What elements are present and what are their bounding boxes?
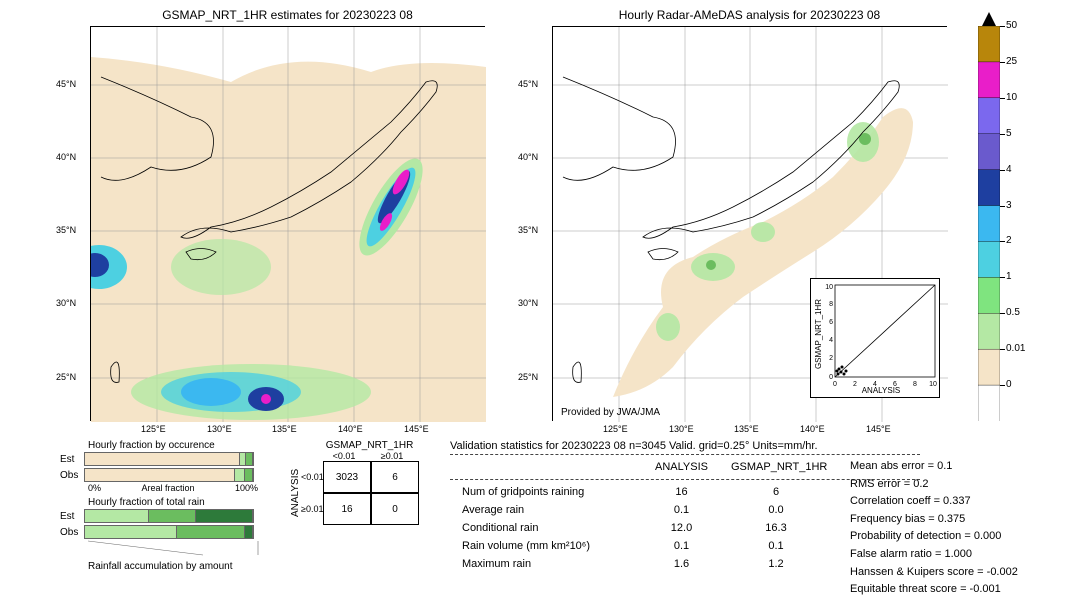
x-tick-label: 130°E [207,424,232,434]
stat-line: False alarm ratio = 1.000 [850,546,1018,564]
validation-row: Average rain0.10.0 [452,502,831,518]
occurrence-est-label: Est [60,454,84,465]
y-tick-label: 45°N [56,79,76,89]
stat-line: Frequency bias = 0.375 [850,511,1018,529]
colorbar-tick: 2 [1006,235,1012,246]
colorbar [978,26,1000,421]
colorbar-tick: 0.01 [1006,343,1025,354]
left-map-title: GSMAP_NRT_1HR estimates for 20230223 08 [90,8,485,22]
stat-line: Hanssen & Kuipers score = -0.002 [850,564,1018,582]
svg-text:6: 6 [829,319,833,326]
validation-col1: ANALYSIS [644,459,719,475]
stat-line: Probability of detection = 0.000 [850,528,1018,546]
occurrence-xlabel: Areal fraction [141,483,194,493]
colorbar-tick: 5 [1006,128,1012,139]
total-obs-label: Obs [60,527,84,538]
contingency-col-ge: ≥0.01 [368,451,416,461]
svg-text:4: 4 [873,381,877,388]
occurrence-x0: 0% [88,483,101,493]
x-tick-label: 140°E [338,424,363,434]
occurrence-x1: 100% [235,483,258,493]
left-map-svg [91,27,486,422]
cont-cell-10: 16 [323,493,371,525]
x-tick-label: 145°E [404,424,429,434]
occurrence-obs-label: Obs [60,470,84,481]
y-tick-label: 45°N [518,79,538,89]
svg-text:10: 10 [929,381,937,388]
occurrence-obs-bar [84,468,254,482]
cont-cell-00: 3023 [323,461,371,493]
colorbar-tick: 0.5 [1006,307,1020,318]
total-rain-title: Hourly fraction of total rain [88,497,270,508]
svg-text:4: 4 [829,337,833,344]
x-tick-label: 135°E [272,424,297,434]
colorbar-tick: 4 [1006,164,1012,175]
accumulation-title: Rainfall accumulation by amount [88,561,270,572]
left-map-panel [90,26,485,421]
y-tick-label: 40°N [56,152,76,162]
y-tick-label: 40°N [518,152,538,162]
svg-text:6: 6 [893,381,897,388]
stat-line: RMS error = 0.2 [850,476,1018,494]
y-tick-label: 25°N [56,372,76,382]
contingency-col-lt: <0.01 [320,451,368,461]
occurrence-est-bar [84,452,254,466]
svg-text:0: 0 [833,381,837,388]
stat-line: Equitable threat score = -0.001 [850,581,1018,599]
colorbar-tick: 10 [1006,92,1017,103]
svg-text:GSMAP_NRT_1HR: GSMAP_NRT_1HR [814,299,823,369]
validation-row: Conditional rain12.016.3 [452,520,831,536]
total-obs-bar [84,525,254,539]
contingency-row-head: ANALYSIS [290,461,301,525]
colorbar-tick: 1 [1006,271,1012,282]
right-map-title: Hourly Radar-AMeDAS analysis for 2023022… [552,8,947,22]
colorbar-tick: 0 [1006,379,1012,390]
occurrence-panel: Hourly fraction by occurence Est Obs 0% … [60,440,270,572]
validation-row: Num of gridpoints raining166 [452,484,831,500]
colorbar-tick: 25 [1006,56,1017,67]
scatter-inset: ANALYSIS GSMAP_NRT_1HR 024 6810 024 6810 [810,278,940,398]
contingency-row-ge: ≥0.01 [301,493,323,525]
validation-col2: GSMAP_NRT_1HR [721,459,837,475]
y-tick-label: 30°N [518,298,538,308]
right-map-panel: Provided by JWA/JMA ANALYSIS GSMAP_NRT_1… [552,26,947,421]
x-tick-label: 140°E [800,424,825,434]
svg-text:2: 2 [829,355,833,362]
validation-row: Maximum rain1.61.2 [452,556,831,572]
y-tick-label: 30°N [56,298,76,308]
page-root: GSMAP_NRT_1HR estimates for 20230223 08 [0,0,1080,612]
occurrence-title: Hourly fraction by occurence [88,440,270,451]
stats-list: Mean abs error = 0.1RMS error = 0.2Corre… [850,458,1018,599]
colorbar-tick: 3 [1006,200,1012,211]
total-est-label: Est [60,511,84,522]
contingency-col-head: GSMAP_NRT_1HR [320,440,419,451]
x-tick-label: 125°E [141,424,166,434]
validation-header: Validation statistics for 20230223 08 n=… [450,440,920,452]
validation-row: Rain volume (mm km²10⁶)0.10.1 [452,538,831,554]
x-tick-label: 130°E [669,424,694,434]
y-tick-label: 35°N [56,225,76,235]
colorbar-tick: 50 [1006,20,1017,31]
svg-text:2: 2 [853,381,857,388]
attribution-text: Provided by JWA/JMA [561,407,660,418]
x-tick-label: 135°E [734,424,759,434]
stat-line: Mean abs error = 0.1 [850,458,1018,476]
y-tick-label: 35°N [518,225,538,235]
x-tick-label: 145°E [866,424,891,434]
x-tick-label: 125°E [603,424,628,434]
svg-text:0: 0 [829,374,833,381]
stat-line: Correlation coeff = 0.337 [850,493,1018,511]
svg-text:8: 8 [913,381,917,388]
contingency-row-lt: <0.01 [301,461,323,493]
contingency-table: GSMAP_NRT_1HR <0.01 ≥0.01 ANALYSIS <0.01… [290,440,419,525]
y-tick-label: 25°N [518,372,538,382]
svg-text:8: 8 [829,301,833,308]
cont-cell-11: 0 [371,493,419,525]
cont-cell-01: 6 [371,461,419,493]
svg-text:10: 10 [825,284,833,291]
total-est-bar [84,509,254,523]
